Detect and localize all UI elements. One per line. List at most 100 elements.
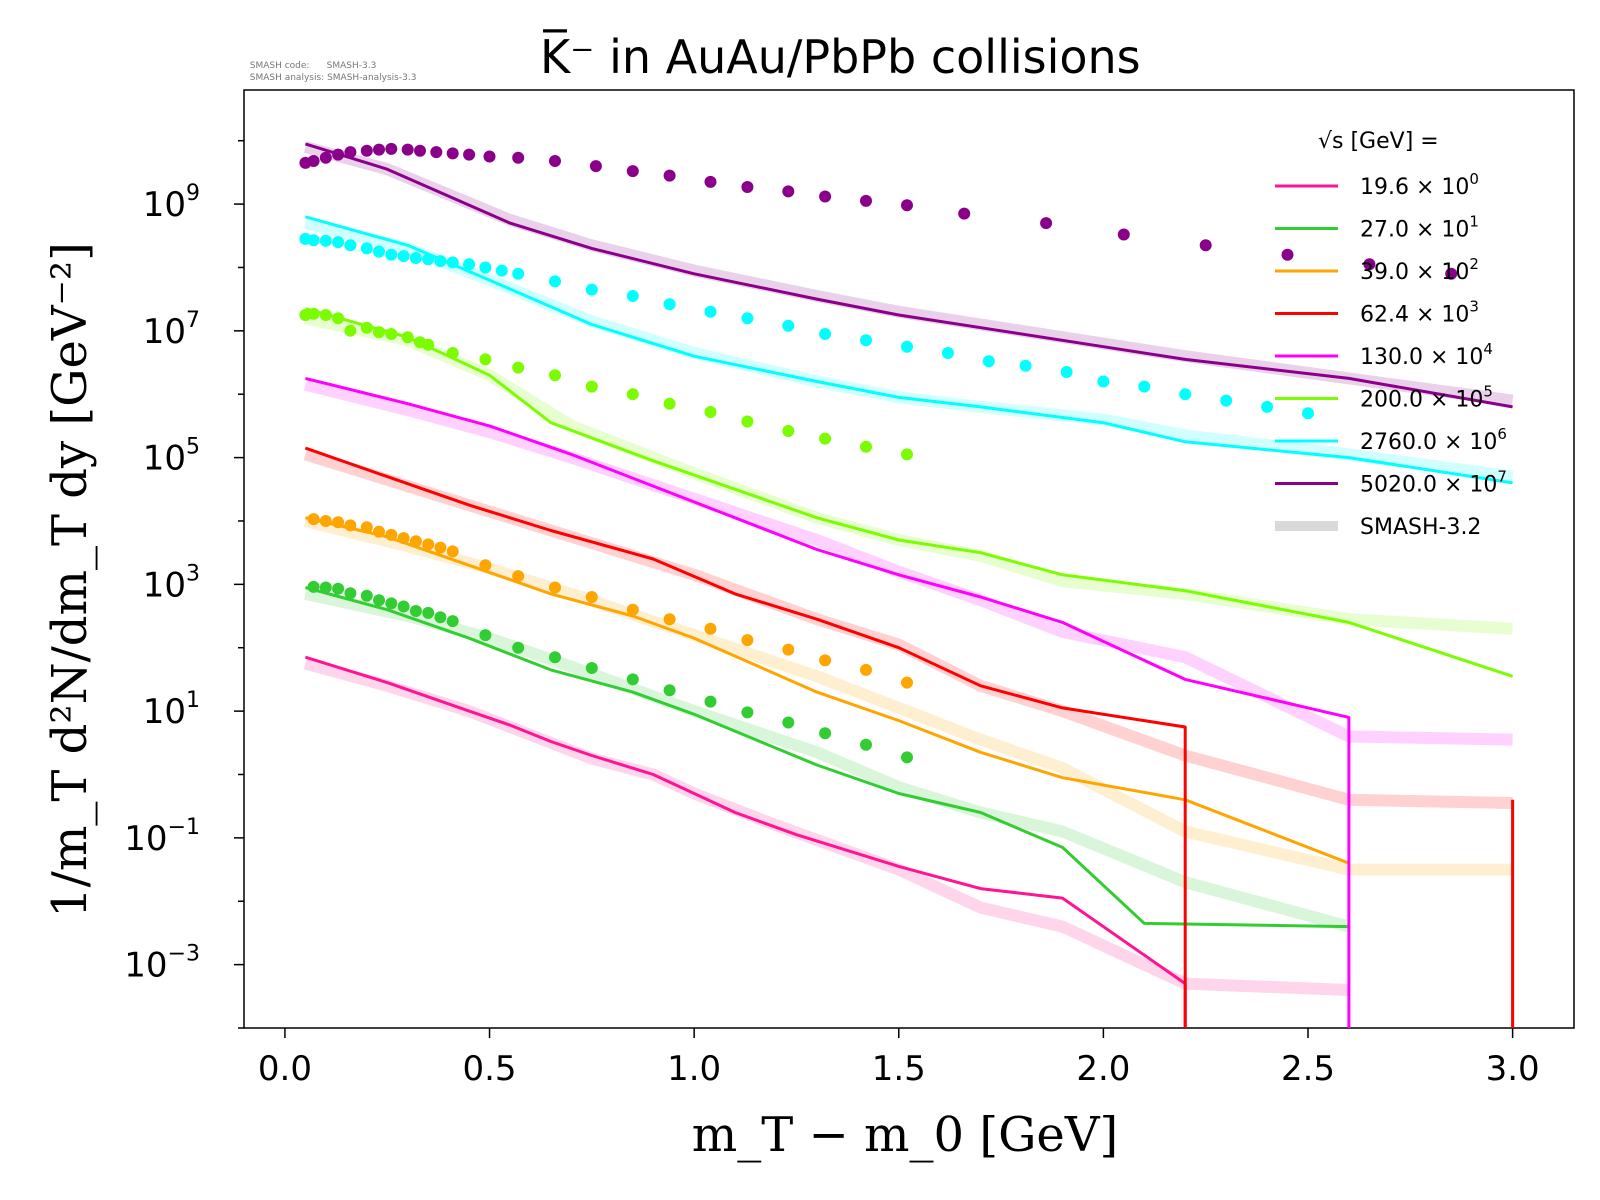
data-point (860, 738, 872, 751)
legend-entry: 5020.0 × 107 (1360, 468, 1507, 498)
legend-entry: 39.0 × 102 (1360, 255, 1479, 285)
data-point (782, 425, 795, 437)
data-point (819, 432, 832, 445)
data-point (307, 307, 320, 320)
data-point (663, 169, 676, 182)
reference-line-4 (303, 378, 1513, 746)
data-point (860, 663, 872, 676)
data-point (626, 603, 639, 616)
legend-entry: 19.6 × 100 (1360, 170, 1479, 200)
data-point (860, 194, 872, 207)
data-point (549, 275, 561, 288)
data-point (360, 321, 373, 334)
data-point (512, 151, 525, 164)
data-point (512, 641, 525, 654)
data-point (626, 673, 639, 686)
series-line-6 (304, 215, 1513, 485)
data-point (549, 581, 561, 594)
data-point (360, 144, 373, 157)
data-point (414, 144, 426, 157)
data-point (409, 535, 422, 548)
reference-line-3 (303, 448, 1513, 809)
data-point (585, 591, 598, 603)
legend-header: √s [GeV] = (1318, 129, 1439, 154)
data-point (704, 406, 717, 418)
data-point (1040, 217, 1053, 230)
data-point (958, 207, 971, 220)
plot-frame (243, 89, 1575, 1029)
data-point (704, 305, 717, 318)
y-tick-label: 105 (143, 435, 200, 479)
reference-line-1 (304, 588, 1351, 933)
data-point (626, 388, 639, 401)
x-tick-label: 1.5 (872, 1049, 926, 1089)
data-point (344, 324, 357, 337)
data-point (332, 312, 345, 325)
data-point (663, 684, 676, 697)
x-axis-label: m_T − m_0 [GeV] (691, 1107, 1119, 1163)
data-point (422, 606, 435, 619)
data-point (373, 326, 385, 339)
data-point (373, 143, 385, 156)
data-point (422, 253, 435, 266)
data-point (549, 651, 561, 664)
data-point (397, 532, 410, 545)
data-point (319, 309, 332, 321)
data-point (344, 146, 357, 159)
smash-analysis-key: SMASH analysis: (249, 73, 325, 83)
chart-title: K̅⁻ in AuAu/PbPb collisions (540, 30, 1141, 84)
data-point (397, 600, 410, 613)
data-point (819, 328, 832, 340)
data-point (360, 242, 373, 255)
x-tick-label: 0.0 (258, 1049, 312, 1089)
reference-line-2 (303, 515, 1513, 876)
data-point (901, 340, 913, 353)
data-point (479, 353, 492, 366)
data-point (549, 155, 561, 167)
x-tick-label: 1.0 (667, 1049, 721, 1089)
data-point (901, 448, 913, 461)
data-point (446, 147, 459, 160)
data-point (901, 676, 913, 689)
data-point (1363, 258, 1376, 271)
data-point (1060, 366, 1073, 378)
data-point (860, 334, 872, 347)
data-point (385, 328, 398, 340)
legend-entry: 2760.0 × 106 (1360, 425, 1507, 455)
data-point (385, 248, 398, 261)
data-point (401, 143, 414, 156)
y-ticks: 10−3 10−1 101 103 105 107 109 (124, 139, 244, 1029)
y-tick-label: 101 (143, 688, 200, 732)
smash-analysis-label: SMASH analysis: SMASH-analysis-3.3 (244, 63, 417, 83)
data-point (549, 369, 561, 382)
data-point (434, 611, 447, 624)
data-point (446, 545, 459, 558)
data-point (463, 148, 476, 161)
data-point (782, 716, 795, 729)
data-point (479, 261, 492, 274)
data-point (1445, 267, 1458, 280)
data-point (901, 199, 913, 212)
series-line-7 (304, 142, 1513, 409)
data-point (385, 142, 398, 155)
data-point (704, 175, 717, 188)
data-point (819, 190, 832, 203)
data-point (344, 587, 357, 600)
data-point (626, 290, 639, 302)
data-point (512, 361, 525, 374)
data-point (1117, 228, 1130, 241)
data-point (360, 521, 373, 534)
data-point (385, 528, 398, 541)
data-point (422, 338, 435, 351)
data-point (1281, 248, 1294, 261)
data-point (782, 643, 795, 656)
data-point (307, 580, 320, 593)
x-ticks: 0.0 0.5 1.0 1.5 2.0 2.5 3.0 (258, 1028, 1540, 1089)
series-line-5 (304, 307, 1514, 678)
data-point (332, 582, 345, 595)
data-point (1261, 400, 1274, 413)
data-point (446, 256, 459, 269)
data-point (1138, 380, 1151, 393)
data-point (860, 440, 872, 453)
legend-entry: 200.0 × 105 (1360, 383, 1493, 413)
